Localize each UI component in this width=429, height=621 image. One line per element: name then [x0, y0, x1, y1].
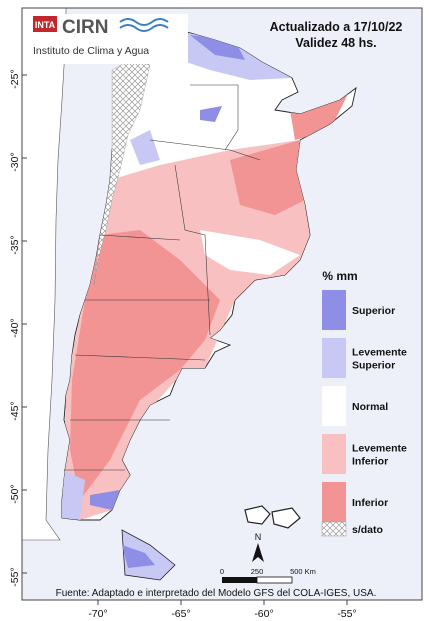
superior-region-north — [200, 106, 222, 122]
legend-title: % mm — [322, 269, 357, 283]
legend-swatch-3 — [322, 434, 346, 474]
legend-label-1-0: Levemente — [352, 347, 407, 359]
org-short-text: INTA — [35, 20, 56, 30]
legend-label-3-1: Inferior — [352, 456, 388, 468]
no-data-hatched-zone — [93, 59, 151, 286]
legend: % mm SuperiorLevementeSuperiorNormalLeve… — [321, 269, 407, 537]
legend-label-2-0: Normal — [352, 401, 388, 413]
lon-label-3: -55° — [337, 608, 356, 620]
map-frame — [21, 7, 423, 601]
inta-badge — [33, 16, 57, 32]
scale-tick-250: 250 — [251, 567, 264, 576]
legend-label-0-0: Superior — [352, 305, 395, 317]
malvinas-islands — [244, 505, 301, 529]
lat-label-1: -30° — [9, 152, 21, 171]
longitude-axis: -70° -65° -60° -55° — [88, 600, 357, 620]
north-label: N — [255, 532, 262, 542]
legend-swatch-0 — [322, 290, 346, 330]
org-name-text: CIRN — [62, 17, 108, 38]
legend-label-5-0: s/dato — [352, 524, 383, 536]
legend-swatch-2 — [322, 386, 346, 426]
institute-name-text: Instituto de Clima y Agua — [33, 45, 149, 57]
legend-swatch-5 — [321, 521, 347, 537]
normal-region-center — [200, 230, 300, 275]
legend-label-3-0: Levemente — [352, 443, 407, 455]
updated-date-text: Actualizado a 17/10/22 — [270, 20, 403, 34]
tierra-del-fuego-superior — [122, 545, 155, 568]
scale-tick-500: 500 Km — [290, 567, 316, 576]
lat-label-2: -35° — [9, 235, 21, 254]
lon-label-1: -65° — [171, 608, 190, 620]
legend-label-4-0: Inferior — [352, 497, 388, 509]
tierra-del-fuego — [121, 529, 176, 581]
province-boundaries — [64, 84, 261, 471]
validity-text: Validez 48 hs. — [295, 36, 376, 50]
lat-label-3: -40° — [9, 318, 21, 337]
institute-logo: INTA CIRN Instituto de Clima y Agua — [30, 14, 188, 64]
lon-label-0: -70° — [88, 608, 107, 620]
inferior-region-northeast — [230, 140, 305, 215]
lat-label-4: -45° — [9, 401, 21, 420]
wave-icon — [119, 18, 169, 26]
lat-label-0: -25° — [9, 69, 21, 88]
lat-label-5: -50° — [9, 484, 21, 503]
north-arrow-icon: N — [252, 532, 264, 562]
legend-swatch-1 — [322, 338, 346, 378]
levemente-superior-region-south — [62, 470, 85, 520]
latitude-axis: -25° -30° -35° -40° -45° -50° -55° — [9, 69, 27, 587]
lon-label-2: -60° — [254, 608, 273, 620]
inferior-region-mesopotamia — [290, 90, 350, 140]
levemente-superior-region-north — [130, 130, 160, 165]
superior-region-south — [90, 490, 120, 510]
scale-bar: 0 250 500 Km — [220, 567, 316, 584]
scale-tick-0: 0 — [220, 567, 224, 576]
legend-swatch-4 — [322, 482, 346, 522]
inferior-region-south — [70, 230, 220, 500]
lat-label-6: -55° — [9, 567, 21, 586]
source-footer: Fuente: Adaptado e interpretado del Mode… — [56, 588, 377, 599]
legend-label-1-1: Superior — [352, 360, 395, 372]
anomaly-regions — [62, 30, 350, 520]
